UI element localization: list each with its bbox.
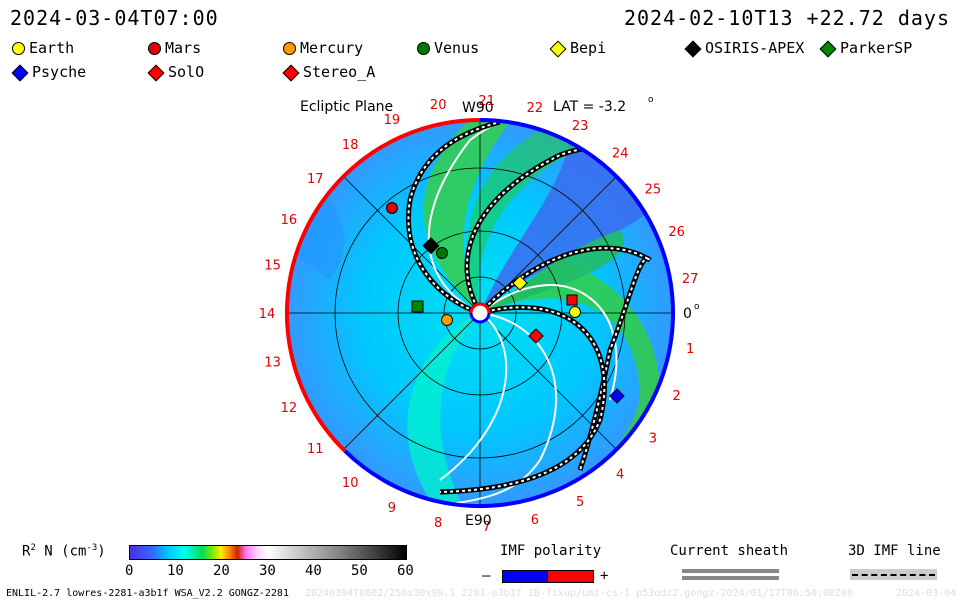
solo-marker <box>528 328 544 344</box>
carrington-tick-24: 24 <box>612 147 629 162</box>
latitude-degree: o <box>648 95 654 105</box>
latitude-label: LAT = -3.2 <box>553 99 626 115</box>
zero-longitude-label: 0 <box>683 306 692 322</box>
carrington-tick-17: 17 <box>307 172 324 187</box>
legend-earth: Earth <box>12 39 74 57</box>
colorbar-tick-30: 30 <box>259 563 276 579</box>
bepi-marker <box>512 275 528 291</box>
carrington-tick-13: 13 <box>264 355 281 370</box>
rim-positive-polarity <box>284 118 481 453</box>
mercury-marker-icon <box>283 42 296 55</box>
w90-label: W90 <box>462 100 494 116</box>
mars-marker-icon <box>148 42 161 55</box>
density-colorbar <box>129 545 407 560</box>
mars-marker <box>386 202 398 214</box>
colorbar-label: R2 N (cm-3) <box>22 543 106 560</box>
footer-run-info: 20240304T0602/256x30x90.1 2281-a3b1f 1B-… <box>305 588 853 599</box>
carrington-tick-27: 27 <box>682 272 699 287</box>
footer-date: 2024-03-04 <box>896 588 957 599</box>
mercury-marker <box>441 314 453 326</box>
colorbar-tick-20: 20 <box>213 563 230 579</box>
venus-marker-icon <box>417 42 430 55</box>
carrington-tick-19: 19 <box>384 113 401 128</box>
carrington-tick-18: 18 <box>342 138 359 153</box>
legend-mercury: Mercury <box>283 39 363 57</box>
psyche-marker <box>609 388 625 404</box>
current-sheath-title: Current sheath <box>670 543 789 559</box>
plot-title: Ecliptic Plane <box>300 99 393 115</box>
carrington-tick-3: 3 <box>649 431 657 446</box>
stereo-a-marker <box>566 294 578 306</box>
legend-osiris-apex: OSIRIS-APEX <box>684 39 804 57</box>
carrington-tick-4: 4 <box>616 467 624 482</box>
carrington-tick-11: 11 <box>307 442 324 457</box>
carrington-tick-14: 14 <box>259 307 276 322</box>
colorbar-tick-40: 40 <box>305 563 322 579</box>
carrington-tick-26: 26 <box>668 225 685 240</box>
carrington-tick-8: 8 <box>434 516 442 531</box>
current-sheath-swatch-2 <box>682 576 779 580</box>
simulation-time: 2024-03-04T07:00 <box>10 6 219 30</box>
colorbar-tick-60: 60 <box>397 563 414 579</box>
venus-marker <box>436 247 448 259</box>
carrington-tick-25: 25 <box>645 183 662 198</box>
earth-marker-icon <box>12 42 25 55</box>
legend-psyche: Psyche <box>11 63 86 81</box>
carrington-tick-6: 6 <box>531 513 539 528</box>
footer-model-info: ENLIL-2.7 lowres-2281-a3b1f WSA_V2.2 GON… <box>6 588 289 599</box>
reference-time: 2024-02-10T13 +22.72 days <box>623 6 950 30</box>
osiris-apex-marker <box>422 237 440 255</box>
parkersp-marker <box>411 300 424 313</box>
current-sheath-swatch <box>682 569 779 573</box>
imf-polarity-title: IMF polarity <box>500 543 602 559</box>
legend-bepi: Bepi <box>549 39 606 57</box>
carrington-tick-2: 2 <box>672 389 680 404</box>
imf-negative-sign: – <box>482 568 491 584</box>
legend-venus: Venus <box>417 39 479 57</box>
carrington-tick-15: 15 <box>264 259 281 274</box>
carrington-tick-7: 7 <box>483 520 491 535</box>
carrington-tick-16: 16 <box>281 213 298 228</box>
zero-longitude-degree: o <box>694 302 700 312</box>
colorbar-tick-50: 50 <box>351 563 368 579</box>
carrington-tick-23: 23 <box>572 119 589 134</box>
colorbar-tick-10: 10 <box>167 563 184 579</box>
legend-stereo-a: Stereo_A <box>282 63 375 81</box>
carrington-tick-22: 22 <box>527 101 544 116</box>
earth-marker <box>569 306 581 318</box>
imf-positive-swatch <box>547 570 594 583</box>
carrington-tick-10: 10 <box>342 476 359 491</box>
carrington-tick-12: 12 <box>281 401 298 416</box>
carrington-tick-20: 20 <box>430 98 447 113</box>
legend-solo: SolO <box>147 63 204 81</box>
legend-mars: Mars <box>148 39 201 57</box>
imf-3d-dash <box>852 574 935 576</box>
rim-negative-polarity <box>343 118 676 509</box>
colorbar-tick-0: 0 <box>125 563 134 579</box>
legend-parkersp: ParkerSP <box>819 39 912 57</box>
carrington-tick-9: 9 <box>388 501 396 516</box>
carrington-tick-21: 21 <box>478 94 495 109</box>
carrington-tick-5: 5 <box>576 495 584 510</box>
imf-negative-swatch <box>502 570 549 583</box>
carrington-tick-1: 1 <box>686 342 694 357</box>
imf-3d-title: 3D IMF line <box>848 543 941 559</box>
imf-positive-sign: + <box>600 568 609 584</box>
e90-label: E90 <box>465 513 492 529</box>
